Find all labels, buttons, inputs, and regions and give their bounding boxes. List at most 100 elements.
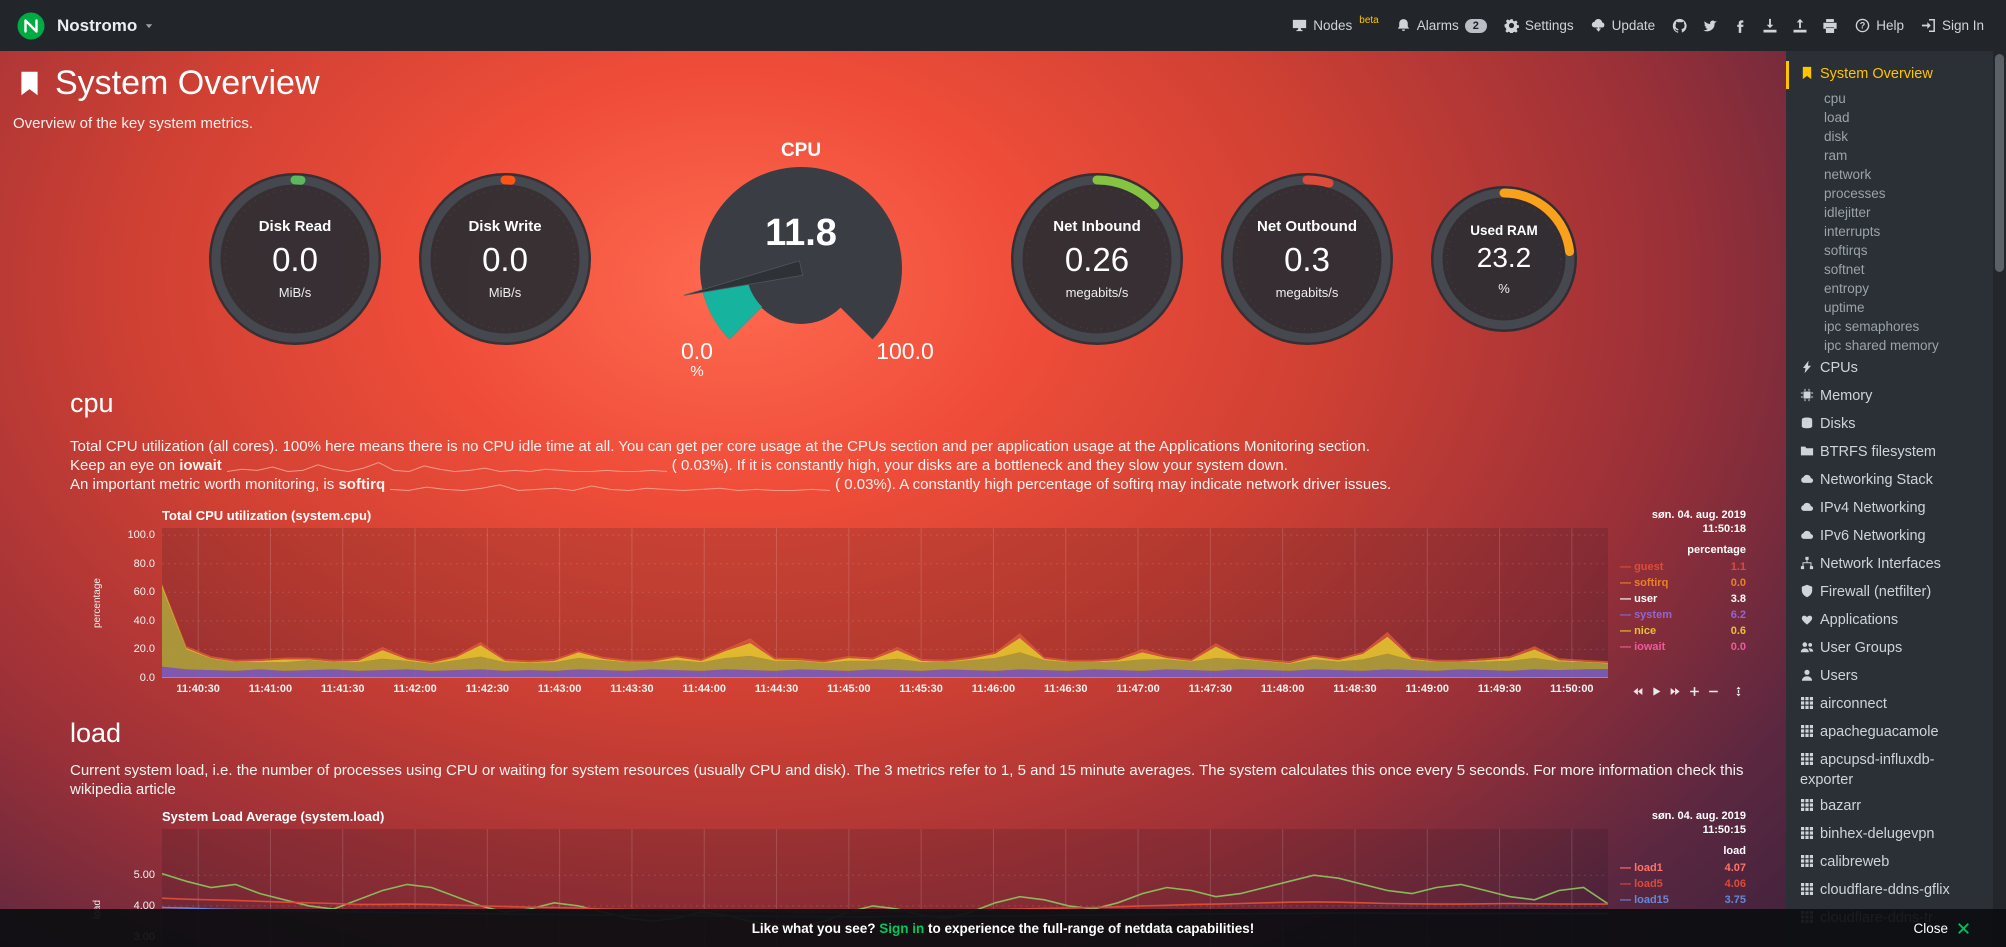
sidebar-sub-interrupts[interactable]: interrupts xyxy=(1824,224,1881,239)
gauges-row: Disk Read 0.0 MiB/s Disk Write 0.0 MiB/s CPU 11… xyxy=(0,140,1786,378)
net-outbound-title: Net Outbound xyxy=(1257,218,1357,235)
help-button[interactable]: ? Help xyxy=(1855,18,1904,33)
user-icon xyxy=(1800,668,1820,687)
page-scrollbar[interactable] xyxy=(1993,51,2006,947)
sidebar-sub-processes[interactable]: processes xyxy=(1824,186,1886,201)
sidebar-item-applications[interactable]: Applications xyxy=(1786,607,1993,635)
chart-zoom-out-button[interactable] xyxy=(1708,686,1719,697)
used-ram-value: 23.2 xyxy=(1476,241,1532,273)
netdata-logo-icon[interactable] xyxy=(16,11,46,41)
sidebar-item-firewall-netfilter[interactable]: Firewall (netfilter) xyxy=(1786,579,1993,607)
disk-write-gauge[interactable]: Disk Write 0.0 MiB/s xyxy=(417,171,593,347)
upload-icon[interactable] xyxy=(1792,18,1808,34)
node-selector[interactable]: Nostromo xyxy=(57,16,154,36)
sidebar-sub-load[interactable]: load xyxy=(1824,110,1850,125)
sidebar-sub-ipc-semaphores[interactable]: ipc semaphores xyxy=(1824,319,1920,334)
sidebar-item-networking-stack[interactable]: Networking Stack xyxy=(1786,467,1993,495)
cpu-chart-plot[interactable] xyxy=(162,528,1608,678)
net-inbound-title: Net Inbound xyxy=(1053,218,1141,235)
sidebar-item-user-groups[interactable]: User Groups xyxy=(1786,635,1993,663)
sidebar-item-binhex-delugevpn[interactable]: binhex-delugevpn xyxy=(1786,821,1993,849)
cpu-legend-units: percentage xyxy=(1687,544,1746,556)
chart-forward-button[interactable] xyxy=(1670,686,1681,697)
alarms-button[interactable]: Alarms 2 xyxy=(1396,18,1487,33)
sidebar-sub-ipc-shared-memory[interactable]: ipc shared memory xyxy=(1824,338,1939,353)
chart-zoom-in-button[interactable] xyxy=(1689,686,1700,697)
net-outbound-gauge[interactable]: Net Outbound 0.3 megabits/s xyxy=(1219,171,1395,347)
nodes-button[interactable]: Nodes beta xyxy=(1292,15,1379,33)
shield-icon xyxy=(1800,584,1820,603)
brand-name: Nostromo xyxy=(57,15,138,35)
banner-text: Like what you see? Sign in to experience… xyxy=(751,920,1255,936)
sidebar-sub-softirqs[interactable]: softirqs xyxy=(1824,243,1868,258)
update-button[interactable]: Update xyxy=(1591,18,1655,33)
print-icon[interactable] xyxy=(1822,18,1838,34)
grid-icon xyxy=(1800,882,1820,901)
sidebar-item-users[interactable]: Users xyxy=(1786,663,1993,691)
folder-icon xyxy=(1800,444,1820,463)
close-icon xyxy=(1957,922,1970,935)
sidebar-item-bazarr[interactable]: bazarr xyxy=(1786,793,1993,821)
signin-button[interactable]: Sign In xyxy=(1921,18,1984,33)
sidebar-item-apcupsd-influxdb-exporter[interactable]: apcupsd-influxdb-exporter xyxy=(1800,752,1935,788)
sidebar-sub-uptime[interactable]: uptime xyxy=(1824,300,1865,315)
sidebar-sub-ram[interactable]: ram xyxy=(1824,148,1848,163)
sidebar-item-cloudflare-ddns-gflix[interactable]: cloudflare-ddns-gflix xyxy=(1786,877,1993,905)
sidebar-item-airconnect[interactable]: airconnect xyxy=(1786,691,1993,719)
twitter-icon[interactable] xyxy=(1702,18,1718,34)
sidebar-sub-disk[interactable]: disk xyxy=(1824,129,1849,144)
cpu-section-description: Total CPU utilization (all cores). 100% … xyxy=(70,437,1750,494)
cpu-legend: søn. 04. aug. 2019 11:50:18 percentage gues… xyxy=(1608,508,1750,678)
settings-button[interactable]: Settings xyxy=(1504,18,1574,33)
sidebar-item-apacheguacamole[interactable]: apacheguacamole xyxy=(1786,719,1993,747)
sidebar-item-network-interfaces[interactable]: Network Interfaces xyxy=(1786,551,1993,579)
chart-resize-handle[interactable] xyxy=(1733,686,1744,697)
cpu-gauge[interactable]: CPU 11.8 0.0 100.0% xyxy=(631,140,971,378)
used-ram-gauge[interactable]: Used RAM 23.2% xyxy=(1429,184,1579,334)
sidebar-sub-cpu[interactable]: cpu xyxy=(1824,91,1846,106)
sidebar-sub-entropy[interactable]: entropy xyxy=(1824,281,1870,296)
net-inbound-value: 0.26 xyxy=(1064,241,1130,278)
sidebar-item-cpus[interactable]: CPUs xyxy=(1786,355,1993,383)
scrollbar-thumb[interactable] xyxy=(1995,54,2004,272)
sidebar-item-memory[interactable]: Memory xyxy=(1786,383,1993,411)
page-title: System Overview xyxy=(16,64,1786,103)
chart-play-button[interactable] xyxy=(1651,686,1662,697)
sidebar-item-disks[interactable]: Disks xyxy=(1786,411,1993,439)
grid-icon xyxy=(1800,696,1820,715)
github-icon[interactable] xyxy=(1672,18,1688,34)
sidebar-item-ipv6-networking[interactable]: IPv6 Networking xyxy=(1786,523,1993,551)
sidebar-sub-idlejitter[interactable]: idlejitter xyxy=(1824,205,1871,220)
grid-icon xyxy=(1800,724,1820,743)
banner-close-button[interactable]: Close xyxy=(1913,921,1970,936)
download-icon[interactable] xyxy=(1762,18,1778,34)
bookmark-icon xyxy=(1800,66,1820,85)
sidebar-item-ipv4-networking[interactable]: IPv4 Networking xyxy=(1786,495,1993,523)
disk-read-gauge[interactable]: Disk Read 0.0 MiB/s xyxy=(207,171,383,347)
grid-icon xyxy=(1800,826,1820,845)
cpu-legend-date: søn. 04. aug. 2019 xyxy=(1651,509,1746,521)
net-inbound-gauge[interactable]: Net Inbound 0.26 megabits/s xyxy=(1009,171,1185,347)
cpu-axis-label: percentage xyxy=(91,577,103,629)
sidebar-sub-network[interactable]: network xyxy=(1824,167,1872,182)
sidebar-item-system-overview[interactable]: System Overview xyxy=(1786,61,1993,89)
cpu-chart-header: Total CPU utilization (system.cpu) xyxy=(162,508,1608,528)
sidebar-item-calibreweb[interactable]: calibreweb xyxy=(1786,849,1993,877)
signin-link[interactable]: Sign in xyxy=(879,920,925,936)
facebook-icon[interactable] xyxy=(1732,18,1748,34)
signin-banner: Like what you see? Sign in to experience… xyxy=(0,909,2006,947)
alarms-count-badge: 2 xyxy=(1464,18,1487,33)
sidebar-item-btrfs-filesystem[interactable]: BTRFS filesystem xyxy=(1786,439,1993,467)
chart-backward-button[interactable] xyxy=(1632,686,1643,697)
bell-icon xyxy=(1396,18,1411,33)
sidebar-sub-softnet[interactable]: softnet xyxy=(1824,262,1865,277)
